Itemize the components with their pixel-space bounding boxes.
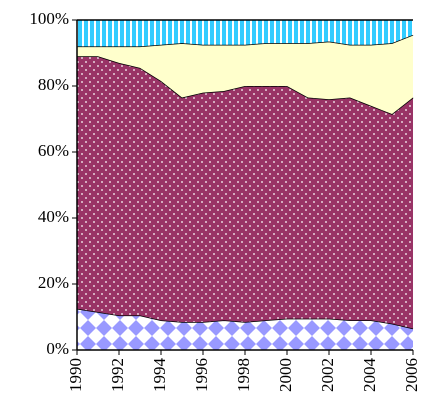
x-tick-label: 2002 xyxy=(318,358,337,392)
x-tick-label: 1998 xyxy=(234,358,253,392)
y-tick-label: 0% xyxy=(46,339,69,358)
x-tick-label: 1990 xyxy=(66,358,85,392)
x-tick-label: 2004 xyxy=(360,358,379,393)
x-tick-label: 1992 xyxy=(108,358,127,392)
y-tick-label: 40% xyxy=(38,207,69,226)
y-tick-label: 100% xyxy=(29,9,69,28)
y-tick-label: 20% xyxy=(38,273,69,292)
x-tick-label: 1996 xyxy=(192,358,211,392)
x-tick-label: 2006 xyxy=(402,358,421,392)
area xyxy=(77,20,413,47)
y-tick-label: 60% xyxy=(38,141,69,160)
area xyxy=(77,34,413,115)
area xyxy=(77,56,413,329)
x-tick-label: 2000 xyxy=(276,358,295,392)
y-tick-label: 80% xyxy=(38,75,69,94)
x-tick-label: 1994 xyxy=(150,358,169,393)
